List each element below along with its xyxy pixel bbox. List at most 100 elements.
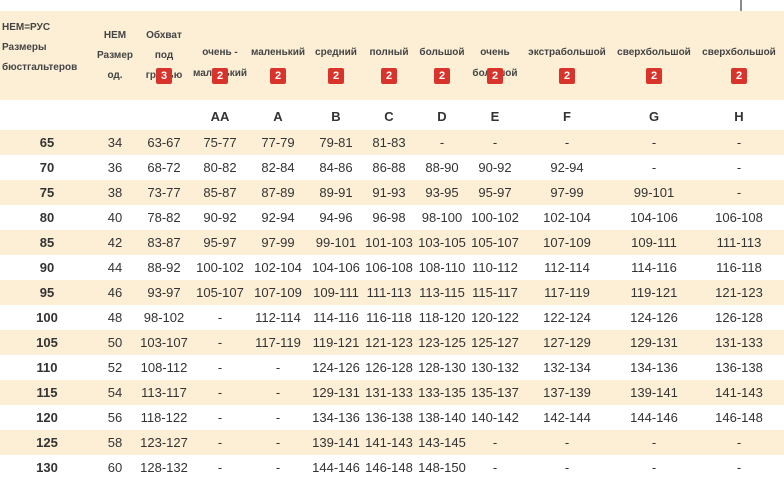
table-cell: 82-84 [261,160,295,175]
table-cell: - [736,435,742,450]
info-badge[interactable]: 2 [328,68,344,84]
info-badge[interactable]: 2 [434,68,450,84]
info-badge[interactable]: 2 [559,68,575,84]
cup-letter: B [331,109,341,124]
table-cell: - [651,435,657,450]
size-cell: 125 [36,435,58,450]
table-cell: 95-97 [203,235,237,250]
table-cell: 134-136 [630,360,678,375]
info-badge[interactable]: 2 [270,68,286,84]
table-cell: 81-83 [372,135,406,150]
table-cell: 98-102 [143,310,185,325]
size-cell: 65 [39,135,55,150]
table-cell: 117-119 [544,285,590,300]
info-badge[interactable]: 2 [646,68,662,84]
info-badge[interactable]: 3 [156,68,172,84]
table-cell: - [217,435,223,450]
table-cell: 104-106 [312,260,360,275]
cup-letter [136,100,192,130]
table-cell: 116-118 [716,260,762,275]
table-cell: 114-116 [313,310,359,325]
table-row: 75 38 73-77 85-87 87-89 89-91 91-93 93-95 95-97 9… [0,180,784,205]
table-cell: 126-128 [715,310,763,325]
table-cell: - [275,460,281,475]
table-cell: 93-97 [147,285,181,300]
table-cell: 140-142 [471,410,519,425]
table-cell: 111-113 [716,235,762,250]
header-cell-10: сверхбольшой 2 [614,11,694,100]
table-cell: - [217,310,223,325]
table-cell: 125-127 [471,335,519,350]
table-cell: - [492,135,498,150]
table-cell: 118-120 [418,310,466,325]
table-cell: 68-72 [147,160,181,175]
table-cell: 141-143 [365,435,413,450]
table-cell: 100-102 [471,210,519,225]
table-cell: 126-128 [365,360,413,375]
table-cell: 128-130 [418,360,466,375]
table-cell: 103-107 [140,335,188,350]
size-cell: 105 [36,335,58,350]
table-cell: 79-81 [319,135,353,150]
info-badge[interactable]: 2 [487,68,503,84]
header-cell-9: экстрабольшой 2 [520,11,614,100]
table-cell: 112-114 [255,310,301,325]
table-cell: 129-131 [312,385,360,400]
table-cell: 34 [107,135,123,150]
cup-letter: AA [210,109,230,124]
info-badge[interactable]: 2 [731,68,747,84]
table-cell: 143-145 [418,435,466,450]
info-badge[interactable]: 2 [381,68,397,84]
table-cell: - [217,460,223,475]
table-cell: 128-132 [140,460,188,475]
table-cell: - [275,360,281,375]
table-row: 100 48 98-102 - 112-114 114-116 116-118 118-120… [0,305,784,330]
table-cell: 106-108 [715,210,763,225]
table-cell: 113-117 [141,385,187,400]
table-cell: 136-138 [715,360,763,375]
header-cell-8: оченьбольшой2 [470,11,520,100]
table-cell: 108-112 [140,360,188,375]
table-row: 110 52 108-112 - - 124-126 126-128 128-130 130-1… [0,355,784,380]
table-cell: 48 [107,310,123,325]
table-cell: 42 [107,235,123,250]
table-row: 90 44 88-92 100-102 102-104 104-106 106-108 108… [0,255,784,280]
table-cell: - [217,335,223,350]
table-cell: 63-67 [147,135,181,150]
header-label: большой [419,47,465,58]
table-cell: 107-109 [543,235,591,250]
table-row: 130 60 128-132 - - 144-146 146-148 148-150 - - - - [0,455,784,480]
info-badge[interactable]: 2 [212,68,228,84]
cup-letter-row: AA A B C D E F G H [0,100,784,130]
table-row: 80 40 78-82 90-92 92-94 94-96 96-98 98-100 100-1… [0,205,784,230]
table-cell: 121-123 [715,285,763,300]
table-row: 95 46 93-97 105-107 107-109 109-111 111-113 113… [0,280,784,305]
table-cell: 52 [107,360,123,375]
table-cell: - [492,460,498,475]
table-cell: 129-131 [630,335,678,350]
table-cell: 97-99 [550,185,584,200]
size-cell: 120 [36,410,58,425]
table-cell: - [736,185,742,200]
table-row: 120 56 118-122 - - 134-136 136-138 138-140 140-1… [0,405,784,430]
table-cell: 88-90 [425,160,459,175]
size-cell: 80 [39,210,55,225]
table-cell: 148-150 [418,460,466,475]
table-cell: 107-109 [254,285,302,300]
table-cell: 102-104 [543,210,591,225]
table-cell: 106-108 [365,260,413,275]
table-cell: - [217,360,223,375]
size-cell: 85 [39,235,55,250]
table-cell: 85-87 [203,185,237,200]
table-cell: 123-125 [418,335,466,350]
cup-letter [0,100,94,130]
table-cell: 133-135 [418,385,466,400]
table-cell: 121-123 [365,335,413,350]
table-cell: 146-148 [715,410,763,425]
header-label: сверхбольшой [617,47,691,58]
size-cell: 130 [36,460,58,475]
table-cell: 102-104 [254,260,302,275]
table-cell: 142-144 [543,410,591,425]
table-cell: 144-146 [630,410,678,425]
